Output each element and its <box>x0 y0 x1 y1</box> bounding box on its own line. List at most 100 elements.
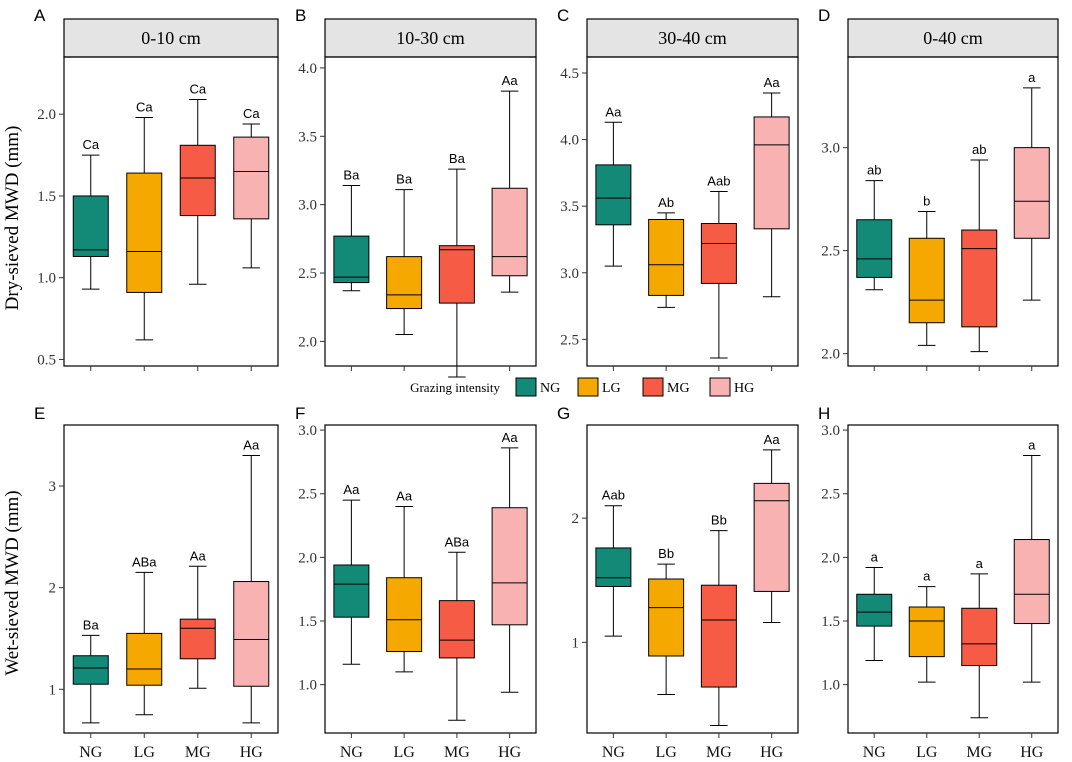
legend-label-ng: NG <box>540 381 560 396</box>
significance-label: a <box>871 550 879 565</box>
significance-label: ABa <box>132 554 157 569</box>
y-axis-title-bottom: Wet-sieved MWD (mm) <box>2 490 23 675</box>
panel-b: B 10-30 cm 2.0 2.5 3.0 3.5 4.0 Ba Ba Ba Aa <box>295 6 537 378</box>
panel-e: E 1 2 3 Ba NG ABa LG Aa MG Aa HG <box>34 404 279 761</box>
iqr-box <box>961 229 998 328</box>
panel-letter-c: C <box>557 6 569 25</box>
significance-label: Ba <box>83 617 100 632</box>
y-tick-label: 2.5 <box>821 487 840 503</box>
significance-label: Bb <box>711 513 727 528</box>
significance-label: Aab <box>602 488 625 503</box>
significance-label: Ba <box>449 151 466 166</box>
x-tick-label: NG <box>602 744 626 761</box>
box-ng: Aa <box>333 482 370 665</box>
box-mg: Aab <box>700 174 737 359</box>
x-tick-label: HG <box>1020 744 1044 761</box>
iqr-box <box>333 235 370 284</box>
panel-frame-a <box>63 56 279 367</box>
y-tick-label: 1.0 <box>37 271 56 287</box>
y-tick-label: 2.0 <box>298 550 317 566</box>
panel-f: F 1.0 1.5 2.0 2.5 3.0 Aa NG Aa LG ABa MG Aa HG <box>295 404 537 761</box>
panel-d: D 0-40 cm 2.0 2.5 3.0 ab b ab a <box>818 6 1059 371</box>
significance-label: Ca <box>189 82 206 97</box>
legend-label-lg: LG <box>602 381 621 396</box>
y-tick-label: 1.0 <box>821 678 840 694</box>
box-mg: a <box>961 556 998 719</box>
iqr-box <box>856 219 893 278</box>
iqr-box <box>753 482 790 592</box>
significance-label: Ba <box>343 168 360 183</box>
x-tick-label: HG <box>240 744 264 761</box>
y-tick-label: 0.5 <box>37 352 56 368</box>
legend-key-lg <box>577 377 599 397</box>
y-tick-label: 3.0 <box>560 266 579 282</box>
box-hg: Aa <box>491 73 528 293</box>
panel-frame-f <box>324 424 537 734</box>
y-tick-label: 3.0 <box>821 141 840 157</box>
significance-label: Aa <box>605 104 622 119</box>
significance-label: Aa <box>343 482 360 497</box>
panel-letter-f: F <box>295 404 305 423</box>
panel-a: A 0-10 cm 0.5 1.0 1.5 2.0 Ca Ca Ca Ca <box>34 6 279 371</box>
significance-label: Ca <box>136 99 153 114</box>
legend-title: Grazing intensity <box>410 380 500 395</box>
x-tick-label: MG <box>185 744 211 761</box>
y-tick-label: 1 <box>572 635 580 651</box>
strip-label-b: 10-30 cm <box>396 28 464 48</box>
y-tick-label: 1 <box>49 682 57 698</box>
box-mg: Aa <box>179 548 216 689</box>
box-ng: Ba <box>72 617 109 724</box>
box-mg: ab <box>961 142 998 353</box>
significance-label: Aa <box>190 548 207 563</box>
iqr-box <box>72 655 109 685</box>
significance-label: ab <box>972 142 986 157</box>
box-ng: Aa <box>595 104 632 267</box>
x-tick-label: LG <box>134 744 156 761</box>
x-tick-label: NG <box>863 744 887 761</box>
iqr-box <box>961 607 998 667</box>
y-tick-label: 2.0 <box>821 550 840 566</box>
panel-frame-d <box>847 56 1059 367</box>
iqr-box <box>386 256 423 310</box>
significance-label: a <box>1028 70 1036 85</box>
strip-label-a: 0-10 cm <box>141 28 200 48</box>
y-tick-label: 2.5 <box>298 266 317 282</box>
legend-key-ng <box>515 377 537 397</box>
y-tick-label: 1.0 <box>298 678 317 694</box>
iqr-box <box>438 600 475 659</box>
box-hg: Ca <box>233 106 270 269</box>
x-tick-label: NG <box>79 744 103 761</box>
box-ng: ab <box>856 163 893 291</box>
panel-g: G 1 2 Aab NG Bb LG Bb MG Aa HG <box>557 404 799 761</box>
x-tick-label: MG <box>706 744 732 761</box>
legend-key-mg <box>642 377 664 397</box>
box-hg: Aa <box>753 75 790 298</box>
significance-label: Aa <box>764 432 781 447</box>
significance-label: Ab <box>658 195 674 210</box>
y-tick-label: 2.0 <box>37 107 56 123</box>
significance-label: Aa <box>502 73 519 88</box>
iqr-box <box>595 164 632 226</box>
panel-frame-c <box>586 56 799 367</box>
y-tick-label: 3.0 <box>298 198 317 214</box>
y-tick-label: 3 <box>49 479 57 495</box>
y-tick-label: 1.5 <box>298 614 317 630</box>
panel-letter-h: H <box>818 404 830 423</box>
panel-c: C 30-40 cm 2.5 3.0 3.5 4.0 4.5 Aa Ab Aab Aa <box>557 6 799 371</box>
significance-label: ab <box>867 163 881 178</box>
iqr-box <box>908 237 945 324</box>
y-tick-label: 3.0 <box>298 423 317 439</box>
significance-label: Aab <box>707 174 730 189</box>
iqr-box <box>233 136 270 220</box>
iqr-box <box>700 584 737 688</box>
x-tick-label: LG <box>916 744 938 761</box>
significance-label: ABa <box>445 534 470 549</box>
significance-label: Ba <box>396 172 413 187</box>
panel-frame-h <box>847 424 1059 734</box>
iqr-box <box>595 547 632 587</box>
iqr-box <box>908 606 945 658</box>
panel-letter-a: A <box>34 6 46 25</box>
panel-letter-e: E <box>34 404 45 423</box>
y-tick-label: 4.0 <box>560 133 579 149</box>
